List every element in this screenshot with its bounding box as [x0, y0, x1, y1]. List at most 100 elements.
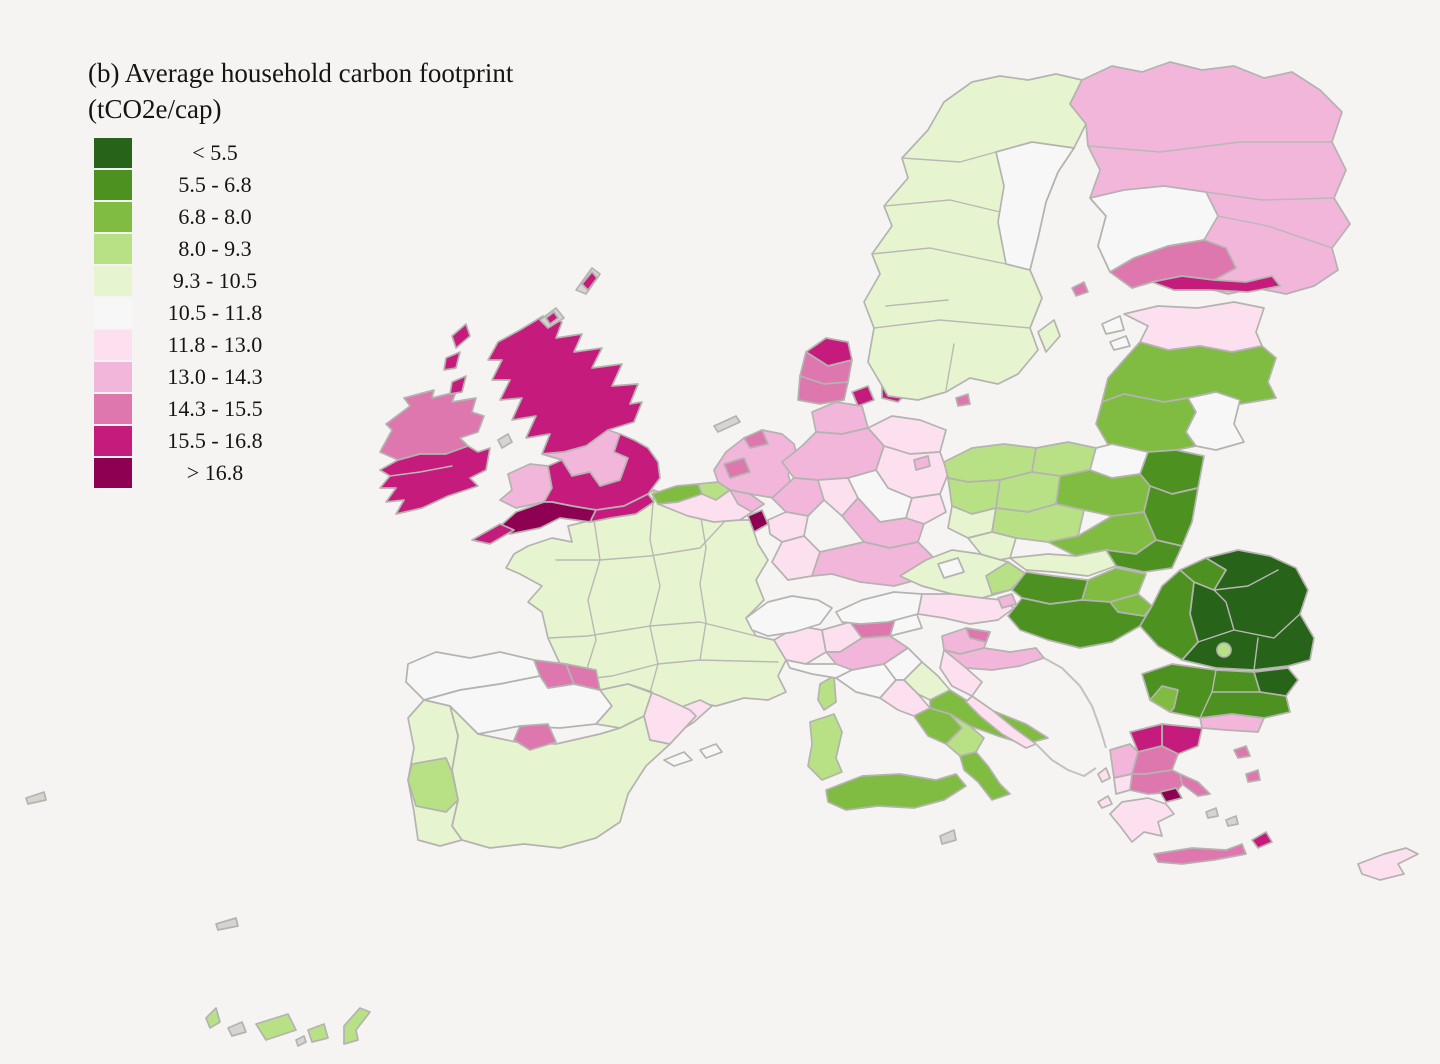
- country-romania: [1139, 549, 1315, 671]
- region-gr-attica: [1159, 787, 1183, 803]
- region-gr-ionian-2: [1097, 795, 1113, 809]
- country-italy: [773, 609, 1049, 845]
- legend-label: 11.8 - 13.0: [167, 332, 263, 357]
- region-canary-4: [307, 1023, 329, 1043]
- legend-label: > 16.8: [186, 460, 244, 485]
- internal-borders-france: [547, 489, 779, 711]
- region-ch-switzerland: [745, 595, 833, 637]
- atlantic-islands: [25, 791, 371, 1047]
- legend-row: 13.0 - 14.3: [94, 361, 280, 393]
- country-slovakia: [1011, 567, 1147, 605]
- legend-swatch: [94, 330, 132, 360]
- region-canary-1: [205, 1007, 221, 1029]
- region-fi-southwest: [1109, 239, 1237, 289]
- region-gr-peloponnese: [1109, 797, 1175, 843]
- region-it-calabria: [959, 751, 1011, 801]
- region-cz-moravia: [985, 561, 1027, 595]
- country-czechia: [899, 549, 1027, 599]
- legend-swatch: [94, 138, 132, 168]
- legend-label: 13.0 - 14.3: [167, 364, 263, 389]
- region-se-base: [863, 73, 1087, 401]
- internal-borders-finland: [1087, 141, 1335, 249]
- region-ee-island-1: [1101, 315, 1125, 335]
- country-estonia: [1101, 301, 1265, 353]
- region-fr-corsica: [817, 675, 837, 711]
- region-pt-lisbon: [407, 757, 459, 813]
- legend-label: 5.5 - 6.8: [178, 172, 252, 197]
- region-madeira: [25, 791, 47, 805]
- region-be-liege: [729, 489, 765, 513]
- legend-swatch: [94, 202, 132, 232]
- region-malta: [939, 829, 957, 845]
- country-united-kingdom: [443, 267, 661, 545]
- map-legend: < 5.5 5.5 - 6.8 6.8 - 8.0 8.0 - 9.3 9.3 …: [94, 137, 280, 489]
- country-croatia: [939, 647, 1107, 777]
- region-es-basque-1: [533, 659, 575, 689]
- region-gr-thrace: [1199, 713, 1265, 733]
- legend-swatch: [94, 298, 132, 328]
- region-ro-west: [1139, 569, 1199, 661]
- legend-row: 10.5 - 11.8: [94, 297, 280, 329]
- region-canary-5: [343, 1007, 371, 1045]
- region-uk-hebrides-2: [443, 351, 461, 371]
- region-uk-cornwall: [471, 523, 515, 545]
- region-lt-vilnius: [1185, 391, 1245, 451]
- region-it-sicily: [825, 773, 967, 811]
- region-se-northeast: [995, 141, 1075, 271]
- legend-row: 8.0 - 9.3: [94, 233, 280, 265]
- region-azores: [215, 917, 239, 931]
- legend-row: < 5.5: [94, 137, 280, 169]
- legend-row: 15.5 - 16.8: [94, 425, 280, 457]
- legend-label: 8.0 - 9.3: [178, 236, 252, 261]
- region-pl-podkarpackie: [1105, 539, 1183, 573]
- internal-borders-bulgaria: [1199, 669, 1261, 719]
- internal-borders-ireland: [389, 465, 453, 477]
- region-dk-south-jutland: [797, 375, 849, 405]
- legend-swatch: [94, 170, 132, 200]
- legend-swatch: [94, 394, 132, 424]
- region-gr-crete: [1153, 843, 1247, 865]
- region-gr-cyclades-1: [1205, 807, 1219, 819]
- region-cy-cyprus: [1357, 847, 1419, 881]
- region-fi-helsinki-coast: [1151, 275, 1281, 293]
- region-canary-3: [255, 1013, 297, 1041]
- figure-title: (b) Average household carbon footprint: [88, 58, 514, 88]
- region-ro-bucharest: [1216, 642, 1232, 658]
- legend-label: 9.3 - 10.5: [172, 268, 258, 293]
- region-uk-hebrides-1: [451, 323, 471, 349]
- region-canary-2: [227, 1021, 247, 1037]
- region-isle-of-man: [497, 433, 513, 449]
- region-bg-northeast: [1253, 667, 1299, 697]
- region-gr-aegean-1: [1233, 745, 1251, 759]
- legend-row: 6.8 - 8.0: [94, 201, 280, 233]
- region-se-gotland: [1037, 319, 1061, 353]
- region-de-berlin: [913, 455, 931, 471]
- internal-borders-sweden: [871, 151, 1031, 391]
- region-gr-west-central: [1113, 773, 1133, 795]
- region-ro-northwest: [1179, 557, 1227, 591]
- legend-row: > 16.8: [94, 457, 280, 489]
- region-es-catalonia: [627, 683, 697, 745]
- region-ee-island-2: [1109, 335, 1131, 351]
- region-uk-hebrides-3: [449, 375, 467, 395]
- region-it-sardinia: [807, 713, 843, 781]
- region-si-east: [965, 627, 991, 643]
- region-gr-rhodes: [1251, 831, 1273, 849]
- legend-label: 10.5 - 11.8: [167, 300, 263, 325]
- region-at-vienna: [997, 593, 1017, 609]
- region-cz-prague: [937, 557, 965, 579]
- region-de-saxony: [905, 493, 947, 525]
- legend-label: 14.3 - 15.5: [167, 396, 263, 421]
- legend-label: < 5.5: [192, 140, 238, 165]
- country-spain: [405, 651, 723, 849]
- region-nl-frisian: [713, 415, 741, 433]
- legend-row: 14.3 - 15.5: [94, 393, 280, 425]
- country-ireland: [379, 389, 491, 515]
- legend-row: 9.3 - 10.5: [94, 265, 280, 297]
- region-gr-aegean-2: [1245, 769, 1261, 783]
- country-hungary: [1007, 593, 1153, 649]
- region-fi-aland: [1071, 281, 1089, 297]
- figure-title-block: (b) Average household carbon footprint (…: [88, 56, 513, 128]
